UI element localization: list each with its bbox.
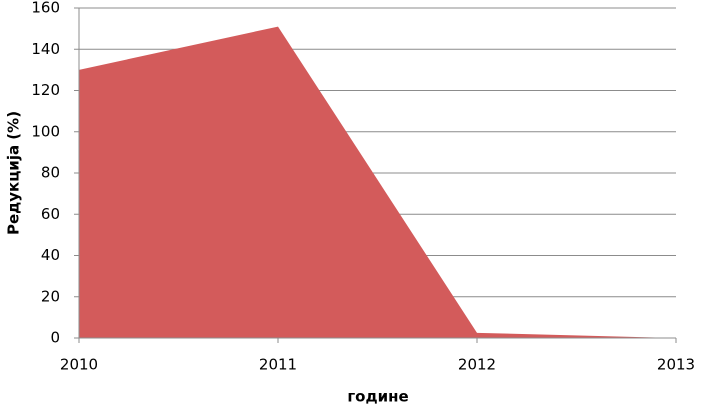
y-tick-label: 0 — [50, 329, 60, 347]
area — [79, 26, 676, 338]
y-tick-label: 140 — [31, 40, 60, 58]
y-tick-label: 80 — [41, 164, 60, 182]
y-tick-label: 120 — [31, 81, 60, 99]
y-tick-label: 20 — [41, 287, 60, 305]
x-tick-label: 2012 — [458, 356, 496, 374]
y-axis-title: Редукција (%) — [5, 111, 23, 235]
y-tick-label: 60 — [41, 205, 60, 223]
x-tick-label: 2010 — [60, 356, 98, 374]
y-tick-label: 100 — [31, 122, 60, 140]
x-axis-title: године — [347, 388, 408, 406]
y-tick-label: 40 — [41, 246, 60, 264]
x-tick-label: 2011 — [259, 356, 297, 374]
x-tick-label: 2013 — [657, 356, 695, 374]
y-tick-label: 160 — [31, 0, 60, 17]
